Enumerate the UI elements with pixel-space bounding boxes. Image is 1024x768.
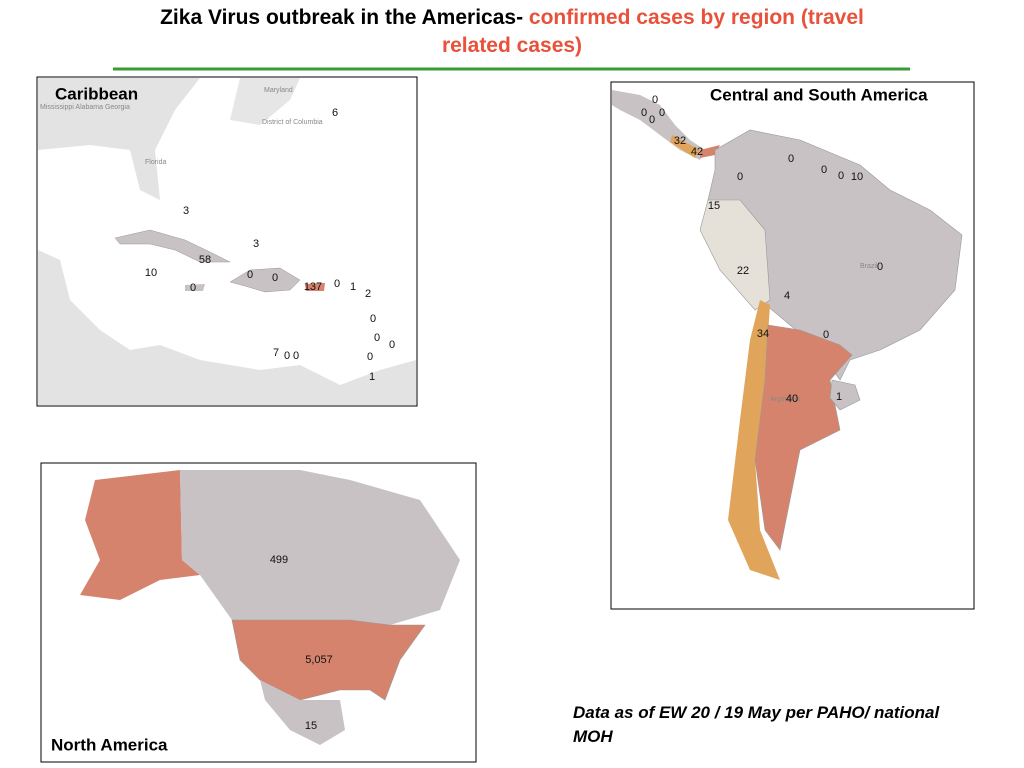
case-count: 34: [757, 328, 769, 340]
case-count: 40: [786, 393, 798, 405]
place-label: Brazil: [860, 263, 878, 270]
mexico: [260, 680, 345, 745]
case-count: 0: [272, 272, 278, 284]
canada: [180, 470, 460, 625]
land: [38, 250, 416, 405]
place-label: Maryland: [264, 87, 293, 94]
case-count: 6: [332, 107, 338, 119]
case-count: 0: [284, 350, 290, 362]
case-count: 0: [877, 261, 883, 273]
case-count: 1: [836, 391, 842, 403]
case-count: 0: [367, 351, 373, 363]
case-count: 0: [649, 114, 655, 126]
panel-label: Central and South America: [710, 85, 928, 104]
case-count: 0: [788, 153, 794, 165]
case-count: 42: [691, 146, 703, 158]
case-count: 0: [659, 107, 665, 119]
footnote: Data as of EW 20 / 19 May per PAHO/ nati…: [573, 703, 940, 746]
case-count: 5,057: [305, 654, 333, 666]
case-count: 0: [737, 171, 743, 183]
united-states: [231, 619, 426, 701]
puerto-rico: [305, 283, 325, 291]
case-count: 0: [190, 282, 196, 294]
place-label: District of Columbia: [262, 119, 323, 126]
case-count: 0: [652, 94, 658, 106]
case-count: 0: [374, 332, 380, 344]
case-count: 0: [247, 269, 253, 281]
north-america-map: [40, 462, 477, 763]
case-count: 0: [370, 313, 376, 325]
case-count: 137: [304, 281, 322, 293]
case-count: 0: [821, 164, 827, 176]
case-count: 0: [293, 350, 299, 362]
place-label: Mississippi Alabama Georgia: [40, 104, 130, 111]
case-count: 2: [365, 288, 371, 300]
case-count: 0: [641, 107, 647, 119]
title-highlight: confirmed cases by region (travel relate…: [441, 6, 864, 57]
case-count: 15: [305, 720, 317, 732]
case-count: 15: [708, 200, 720, 212]
hispaniola: [229, 267, 301, 293]
south-america-map: [610, 81, 975, 610]
case-count: 0: [823, 329, 829, 341]
slide-title: Zika Virus outbreak in the Americas- con…: [152, 4, 872, 60]
case-count: 1: [350, 281, 356, 293]
case-count: 7: [273, 347, 279, 359]
case-count: 0: [334, 278, 340, 290]
costa-rica: [670, 135, 700, 158]
case-count: 0: [389, 339, 395, 351]
place-label: Argentina: [770, 396, 800, 403]
case-count: 0: [838, 170, 844, 182]
case-count: 1: [369, 371, 375, 383]
jamaica: [185, 284, 205, 291]
uruguay: [829, 379, 861, 411]
panel-label: North America: [51, 735, 168, 754]
case-count: 4: [784, 290, 790, 302]
alaska: [80, 470, 200, 600]
case-count: 58: [199, 254, 211, 266]
argentina: [754, 324, 853, 551]
cuba: [114, 229, 231, 263]
land: [230, 78, 300, 125]
case-count: 499: [270, 554, 288, 566]
title-lead: Zika Virus outbreak in the Americas-: [160, 6, 524, 29]
land: [38, 78, 200, 200]
panel-label: Caribbean: [55, 84, 138, 103]
chile: [728, 300, 780, 580]
case-count: 32: [674, 135, 686, 147]
case-count: 22: [737, 265, 749, 277]
case-count: 3: [183, 205, 189, 217]
case-count: 3: [253, 238, 259, 250]
caribbean-map: [36, 76, 418, 407]
case-count: 10: [145, 267, 157, 279]
case-count: 10: [851, 171, 863, 183]
place-label: Florida: [145, 159, 167, 166]
